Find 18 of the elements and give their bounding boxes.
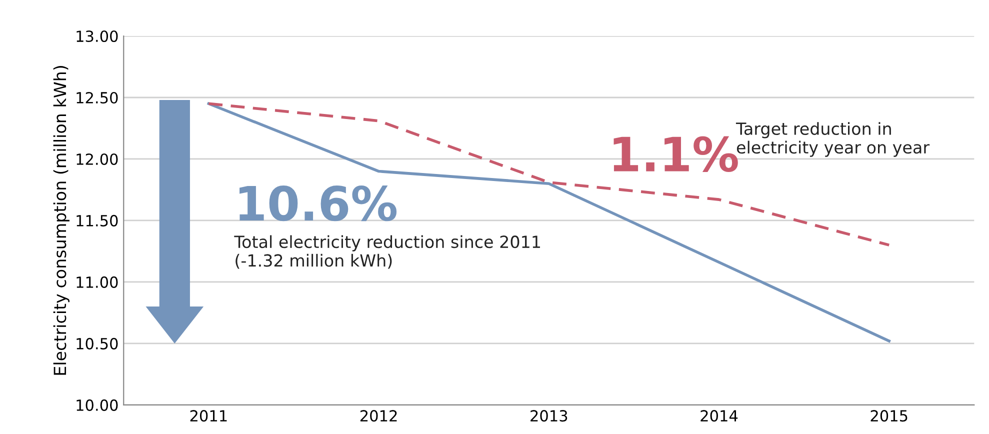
x-tick-label: 2015	[870, 410, 908, 422]
x-tick-label: 2013	[530, 410, 568, 422]
x-tick-label: 2012	[360, 410, 397, 422]
annotation: Target reduction in electricity year on year	[736, 122, 930, 157]
y-tick-label: 11.50	[76, 214, 118, 226]
y-tick-label: 10.00	[76, 399, 118, 411]
y-tick-label: 10.50	[76, 338, 118, 350]
annotation: Total electricity reduction since 2011 (-1.32 million kWh)	[234, 235, 540, 269]
y-axis-title: Electricity consumption (million kWh)	[53, 66, 70, 375]
y-tick-label: 11.00	[76, 276, 118, 288]
annotation: 10.6%	[240, 185, 397, 222]
x-tick-label: 2014	[700, 410, 738, 422]
y-tick-label: 12.00	[76, 153, 118, 166]
y-tick-label: 13.00	[76, 30, 118, 42]
y-tick-label: 12.50	[76, 92, 118, 104]
line-series	[207, 102, 890, 342]
x-tick-label: 2011	[190, 410, 227, 422]
annotation: 1.1%	[614, 136, 738, 172]
